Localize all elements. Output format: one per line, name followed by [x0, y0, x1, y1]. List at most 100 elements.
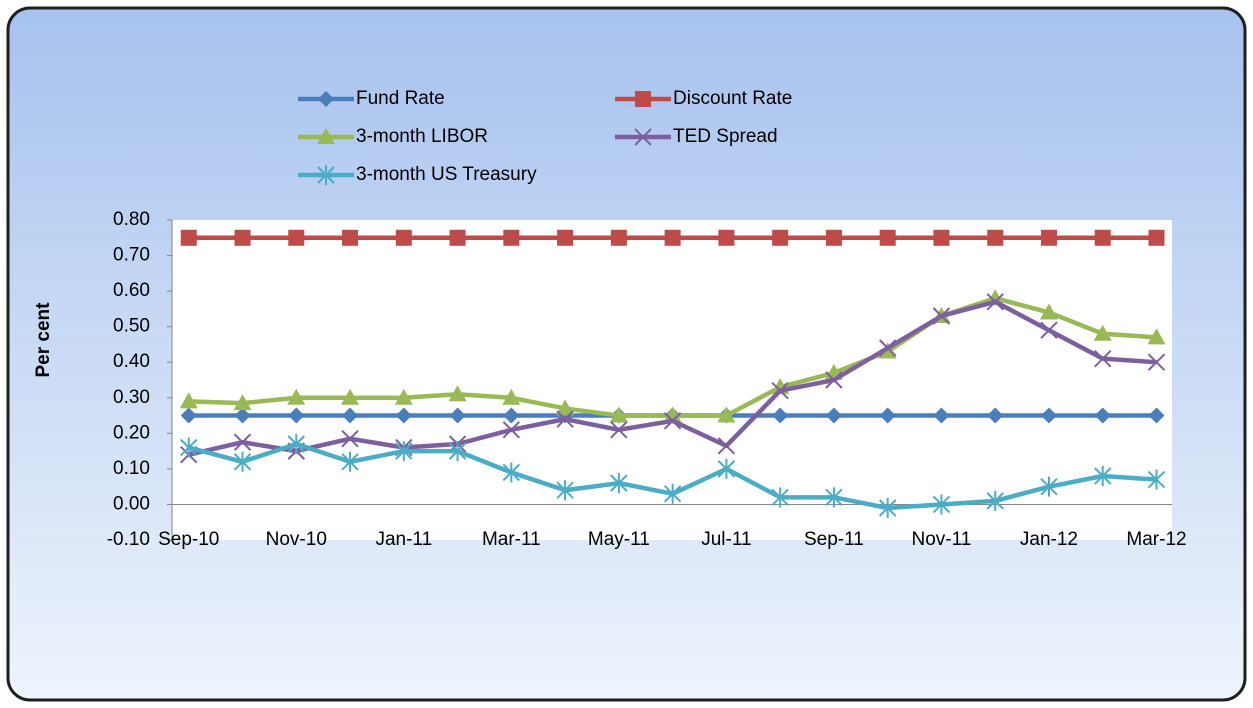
series-marker	[1039, 303, 1058, 320]
series-marker	[395, 229, 412, 246]
x-tick-label: Jan-11	[375, 529, 432, 550]
series-marker	[503, 229, 520, 246]
series-marker	[395, 407, 412, 424]
series-marker	[609, 406, 628, 423]
series-marker	[772, 229, 789, 246]
series-marker	[772, 407, 789, 424]
series-marker	[664, 229, 681, 246]
legend-marker	[318, 91, 334, 107]
series-marker	[556, 410, 574, 428]
series-marker	[341, 451, 359, 472]
series-marker	[1148, 229, 1165, 246]
legend-label: 3-month US Treasury	[356, 164, 537, 185]
y-tick-label: 0.40	[113, 351, 150, 372]
series-marker	[718, 229, 735, 246]
series-marker	[449, 229, 466, 246]
y-tick-label: -0.10	[107, 529, 150, 550]
series-marker	[933, 407, 950, 424]
series-marker	[233, 433, 252, 451]
series-marker	[610, 229, 627, 246]
series-marker	[394, 388, 413, 405]
series-marker	[879, 407, 896, 424]
series-marker	[233, 451, 252, 472]
x-tick-label: May-11	[588, 529, 650, 550]
series-marker	[663, 483, 682, 504]
series-marker	[180, 229, 197, 246]
legend-marker	[317, 128, 335, 144]
series-marker	[503, 407, 520, 424]
series-marker	[556, 480, 574, 501]
y-axis-label: Per cent	[33, 302, 54, 378]
series-marker	[288, 229, 305, 246]
series-marker	[1147, 469, 1166, 490]
legend-label: Discount Rate	[673, 88, 792, 109]
series-marker	[233, 394, 252, 411]
legend-marker	[634, 128, 652, 146]
series-marker	[1094, 349, 1112, 368]
series-marker	[179, 392, 198, 409]
series-marker	[1040, 476, 1058, 497]
series-marker	[1040, 321, 1058, 339]
series-marker	[180, 407, 197, 424]
series-marker	[932, 307, 951, 325]
series-marker	[825, 407, 842, 424]
series-marker	[502, 421, 521, 439]
series-marker	[771, 487, 789, 508]
y-tick-label: 0.70	[113, 245, 150, 266]
series-marker	[502, 388, 521, 405]
series-marker	[1147, 353, 1166, 371]
series-marker	[449, 407, 466, 424]
series-marker	[288, 407, 305, 424]
series-marker	[987, 229, 1004, 246]
series-marker	[395, 441, 413, 462]
series-marker	[287, 388, 306, 405]
series-marker	[717, 437, 736, 455]
legend-label: 3-month LIBOR	[356, 126, 488, 147]
series-marker	[341, 429, 359, 448]
y-tick-label: 0.80	[113, 209, 150, 230]
y-tick-label: 0.60	[113, 280, 150, 301]
series-marker	[1147, 328, 1166, 345]
series-marker	[1040, 229, 1057, 246]
series-marker	[1093, 324, 1112, 341]
series-marker	[717, 458, 736, 479]
series-marker	[502, 462, 521, 483]
series-marker	[448, 385, 467, 402]
series-marker	[987, 407, 1004, 424]
legend-label: TED Spread	[673, 126, 778, 147]
legend-label: Fund Rate	[356, 88, 445, 109]
series-marker	[1094, 466, 1112, 486]
series-marker	[1094, 229, 1111, 246]
series-marker	[663, 412, 682, 430]
series-marker	[1148, 407, 1165, 424]
series-marker	[825, 487, 843, 508]
y-tick-label: 0.30	[113, 387, 150, 408]
y-tick-label: 0.20	[113, 422, 150, 443]
x-tick-label: Sep-10	[158, 529, 219, 550]
series-marker	[717, 406, 736, 423]
series-marker	[287, 434, 305, 454]
legend-marker	[317, 165, 335, 185]
series-marker	[341, 388, 360, 405]
series-marker	[557, 229, 574, 246]
x-tick-label: Sep-11	[804, 529, 864, 550]
x-tick-label: Mar-12	[1126, 529, 1186, 550]
series-marker	[825, 229, 842, 246]
legend-marker	[635, 91, 651, 107]
series-marker	[234, 229, 251, 246]
x-tick-label: Nov-11	[912, 529, 972, 550]
series-marker	[556, 399, 575, 416]
x-tick-label: Jul-11	[701, 529, 751, 550]
series-marker	[825, 371, 843, 389]
series-marker	[986, 293, 1004, 311]
y-tick-label: 0.10	[113, 458, 150, 479]
series-marker	[771, 381, 789, 400]
series-marker	[878, 498, 897, 518]
series-marker	[610, 421, 628, 439]
series-marker	[878, 339, 897, 357]
series-marker	[448, 441, 467, 462]
x-tick-label: Mar-11	[482, 529, 541, 550]
series-marker	[180, 437, 198, 458]
y-tick-label: 0.50	[113, 316, 150, 337]
